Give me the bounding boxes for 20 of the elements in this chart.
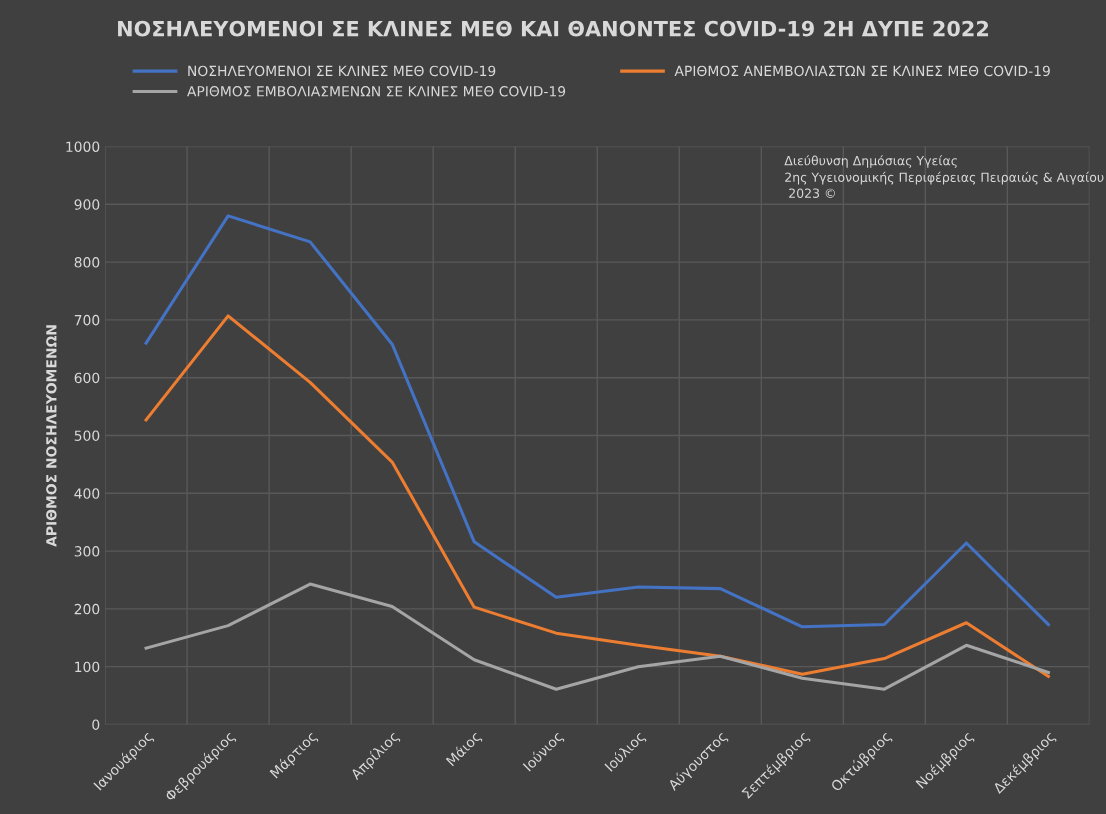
y-tick-label: 900	[74, 199, 100, 210]
legend-label: ΝΟΣΗΛΕΥΟΜΕΝΟΙ ΣΕ ΚΛΙΝΕΣ ΜΕΘ COVID-19	[188, 65, 496, 77]
y-axis-title: ΑΡΙΘΜΟΣ ΝΟΣΗΛΕΥΟΜΕΝΩΝ	[46, 325, 57, 547]
legend-label: ΑΡΙΘΜΟΣ ΑΝΕΜΒΟΛΙΑΣΤΩΝ ΣΕ ΚΛΙΝΕΣ ΜΕΘ COVID-19	[674, 65, 1050, 77]
y-tick-label: 300	[74, 546, 100, 557]
y-tick-label: 400	[74, 488, 100, 499]
annotation: Διεύθυνση Δημόσιας Υγείας 2ης Υγειονομικής Περιφέρειας Πειραιώς & Αιγαίου 2023 ©	[784, 155, 1104, 198]
line-series	[144, 214, 1050, 629]
y-tick-label: 0	[92, 719, 100, 730]
legend-label: ΑΡΙΘΜΟΣ ΕΜΒΟΛΙΑΣΜΕΝΩΝ ΣΕ ΚΛΙΝΕΣ ΜΕΘ COVID-19	[187, 86, 566, 97]
line-series	[144, 314, 1050, 679]
y-tick-label: 700	[74, 314, 100, 326]
y-tick-label: 100	[75, 661, 100, 673]
y-tick-label: 1000	[66, 141, 100, 152]
y-tick-label: 500	[74, 430, 100, 441]
chart-title: ΝΟΣΗΛΕΥΟΜΕΝΟΙ ΣΕ ΚΛΙΝΕΣ ΜΕΘ ΚΑΙ ΘΑΝΟΝΤΕΣ COVID-19 2Η ΔΥΠΕ 2022	[118, 20, 989, 37]
y-tick-label: 800	[74, 257, 100, 268]
y-tick-label: 200	[74, 603, 100, 615]
line-series	[144, 582, 1050, 691]
y-tick-label: 600	[74, 372, 100, 384]
